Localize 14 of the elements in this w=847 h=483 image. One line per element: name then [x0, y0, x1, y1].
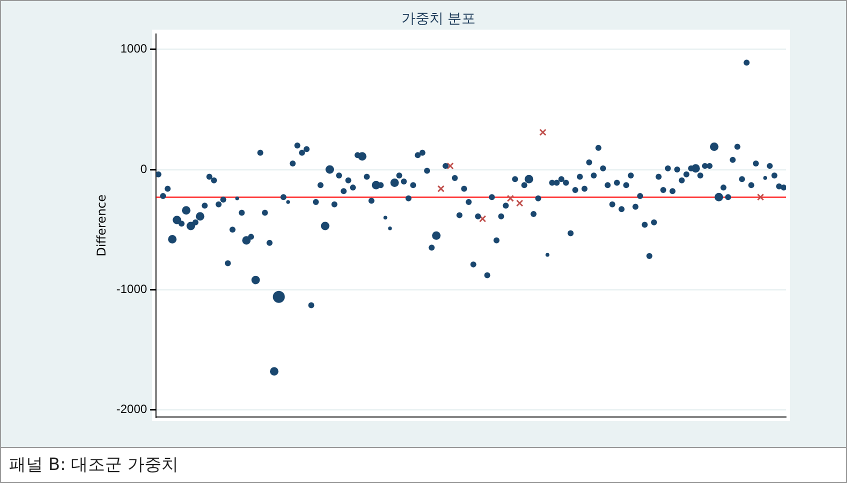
y-tick-label: -1000 — [116, 282, 148, 296]
point — [516, 200, 524, 207]
chart-title: 가중치 분포 — [401, 11, 476, 28]
y-axis-title: Difference — [94, 194, 108, 256]
point — [446, 162, 454, 170]
point — [437, 185, 445, 192]
y-tick-label: 0 — [140, 162, 148, 176]
point — [539, 128, 546, 136]
y-tick-label: 1000 — [120, 42, 148, 56]
point — [506, 194, 514, 202]
y-tick-label: -2000 — [116, 402, 148, 416]
text: 패널 B: 대조군 가중치 — [1, 447, 846, 482]
point — [756, 194, 764, 201]
point — [479, 215, 486, 222]
